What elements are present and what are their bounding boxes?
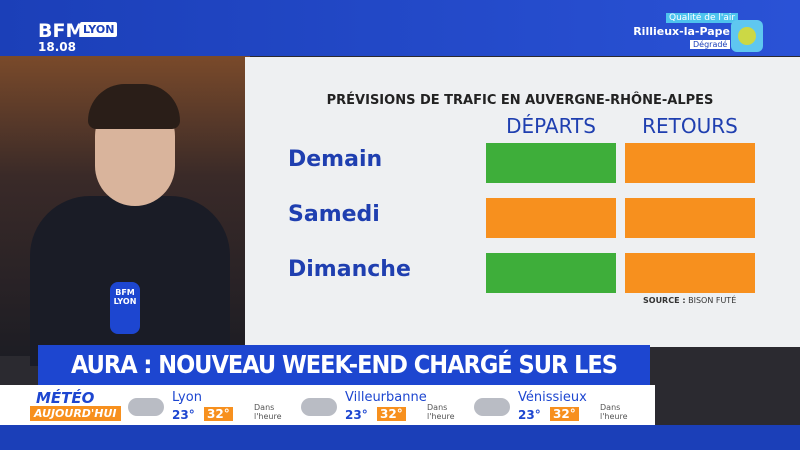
mic-region: LYON [113,297,137,306]
air-quality-dot [738,27,756,45]
air-quality-icon [731,20,763,52]
city-forecast: Vénissieux 23° 32° Dans l'heure [474,388,644,426]
weather-icon [128,398,164,416]
weather-icon [301,398,337,416]
column-header: RETOURS [642,114,738,138]
air-quality-city: Rillieux-la-Pape [633,25,730,38]
forecast-hint: Dans l'heure [427,403,455,421]
clock: 18.08 [38,40,76,54]
temp-max: 32° [377,407,406,421]
bottom-band [0,425,800,450]
day-label: Dimanche [288,257,411,282]
weather-label: MÉTÉO [36,389,95,407]
temp-min: 23° [518,408,541,422]
headline: AURA : NOUVEAU WEEK-END CHARGÉ SUR LES R… [38,345,650,419]
presenter-hair [88,84,180,129]
source-name: BISON FUTÉ [688,296,737,305]
temp-min: 23° [345,408,368,422]
air-quality-status: Dégradé [690,40,731,49]
weather-icon [474,398,510,416]
traffic-cell [625,143,755,183]
source-label: SOURCE : [643,296,686,305]
mic-logo: BFM [115,288,135,297]
city-name: Villeurbanne [345,390,427,405]
traffic-cell [486,253,616,293]
traffic-cell [625,198,755,238]
weather-sublabel: AUJOURD'HUI [30,406,121,421]
traffic-cell [486,143,616,183]
day-label: Samedi [288,202,380,227]
microphone: BFM LYON [110,282,140,334]
source: SOURCE : BISON FUTÉ [643,296,736,305]
city-forecast: Lyon 23° 32° Dans l'heure [128,388,298,426]
traffic-cell [625,253,755,293]
city-name: Lyon [172,390,202,405]
column-header: DÉPARTS [506,114,596,138]
logo: BFM [38,20,85,42]
panel-title: PRÉVISIONS DE TRAFIC EN AUVERGNE-RHÔNE-A… [326,93,714,108]
city-name: Vénissieux [518,390,587,405]
traffic-cell [486,198,616,238]
top-band: BFM LYON 18.08 Qualité de l'air Rillieux… [0,0,800,56]
region-badge: LYON [80,22,118,37]
temp-max: 32° [204,407,233,421]
air-quality-label: Qualité de l'air [666,13,739,23]
forecast-hint: Dans l'heure [600,403,628,421]
temp-max: 32° [550,407,579,421]
temp-min: 23° [172,408,195,422]
weather-bar: MÉTÉO AUJOURD'HUI [0,385,655,427]
forecast-hint: Dans l'heure [254,403,282,421]
studio-background: BFM LYON [0,56,250,366]
presenter-body [30,196,230,366]
day-label: Demain [288,147,383,172]
city-forecast: Villeurbanne 23° 32° Dans l'heure [301,388,471,426]
